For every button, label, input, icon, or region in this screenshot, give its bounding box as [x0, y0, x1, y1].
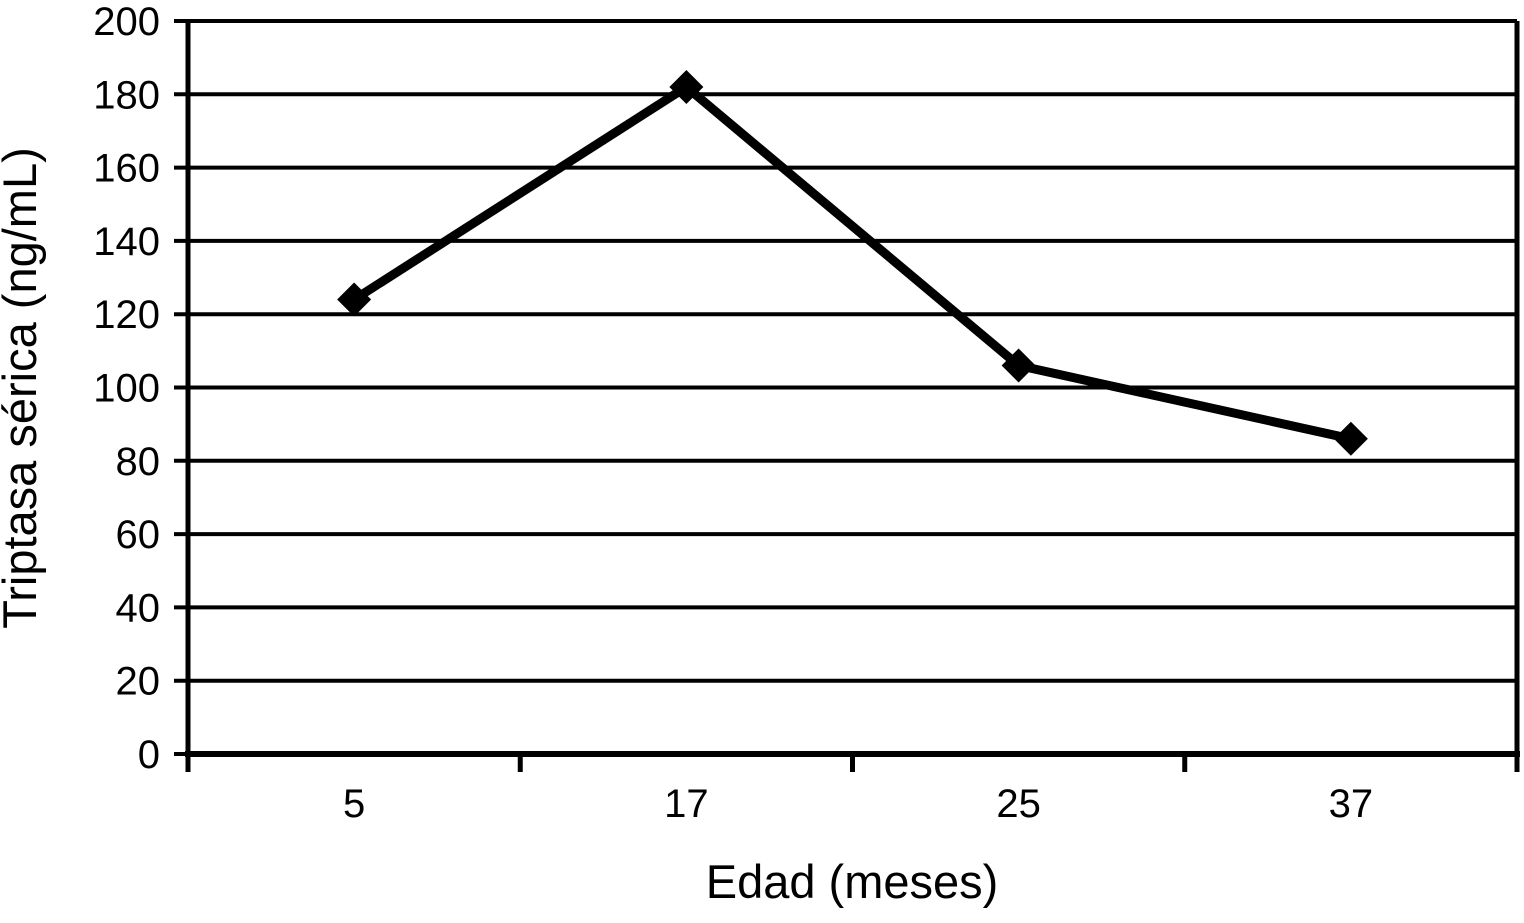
y-axis-title: Triptasa sérica (ng/mL) — [0, 147, 46, 628]
y-tick-label-100: 100 — [93, 367, 160, 411]
y-tick-label-160: 160 — [93, 147, 160, 191]
y-tick-label-120: 120 — [93, 293, 160, 337]
data-point-17 — [669, 69, 704, 104]
y-tick-label-20: 20 — [116, 660, 161, 704]
y-tick-label-0: 0 — [138, 733, 160, 777]
y-axis-tick-labels: 0 20 40 60 80 100 120 140 160 180 200 — [93, 0, 160, 777]
x-axis-tick-labels: 5 17 25 37 — [343, 782, 1373, 826]
data-line — [349, 82, 1356, 444]
x-category-label-37: 37 — [1329, 782, 1374, 826]
y-tick-label-40: 40 — [116, 586, 161, 630]
x-category-label-17: 17 — [664, 782, 709, 826]
series-triptasa — [337, 69, 1368, 456]
data-point-25 — [1001, 348, 1036, 383]
y-tick-label-180: 180 — [93, 73, 160, 117]
data-point-37 — [1333, 421, 1368, 456]
y-tick-label-60: 60 — [116, 513, 161, 557]
data-point-5 — [337, 282, 372, 317]
y-tick-label-140: 140 — [93, 220, 160, 264]
y-tick-label-200: 200 — [93, 0, 160, 44]
gridlines — [174, 19, 1517, 756]
axes — [185, 19, 1520, 772]
x-category-label-5: 5 — [343, 782, 365, 826]
y-tick-label-80: 80 — [116, 440, 161, 484]
x-category-label-25: 25 — [996, 782, 1041, 826]
x-axis-title: Edad (meses) — [706, 855, 999, 908]
